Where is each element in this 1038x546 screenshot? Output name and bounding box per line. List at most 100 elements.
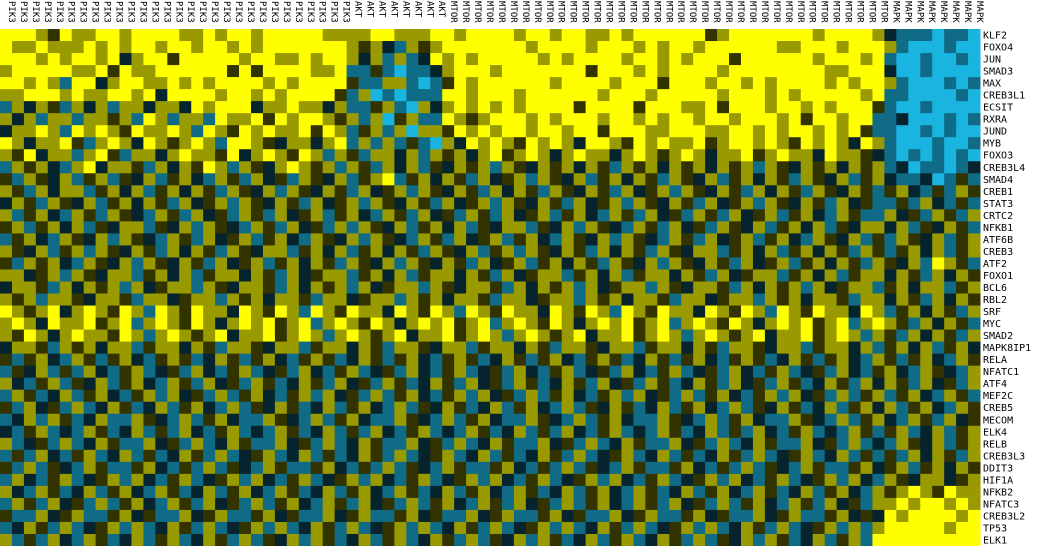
heatmap-cell: [274, 77, 288, 90]
heatmap-cell: [47, 509, 61, 523]
heatmap-cell: [740, 185, 754, 198]
column-label: MAPK: [974, 1, 984, 23]
heatmap-cell: [179, 149, 192, 162]
heatmap-cell: [585, 509, 599, 523]
heatmap-cell: [537, 209, 551, 222]
heatmap-cell: [681, 377, 694, 391]
heatmap-cell: [513, 533, 527, 546]
heatmap-cell: [262, 233, 276, 246]
heatmap-cell: [549, 245, 563, 258]
heatmap-cell: [334, 449, 348, 463]
heatmap-cell: [239, 221, 252, 234]
heatmap-cell: [286, 65, 300, 78]
heatmap-cell: [334, 521, 348, 535]
heatmap-cell: [908, 137, 921, 150]
heatmap-cell: [203, 353, 216, 367]
heatmap-cell: [466, 221, 479, 234]
column-label: MTOR: [807, 1, 817, 23]
heatmap-cell: [466, 425, 479, 439]
heatmap-cell: [788, 113, 802, 126]
heatmap-cell: [537, 497, 551, 511]
heatmap-cell: [812, 185, 826, 198]
heatmap-cell: [406, 29, 419, 42]
heatmap-cell: [944, 401, 957, 415]
heatmap-cell: [549, 437, 563, 451]
heatmap-cell: [872, 425, 885, 439]
heatmap-cell: [370, 509, 383, 523]
heatmap-cell: [956, 521, 969, 535]
heatmap-cell: [11, 413, 25, 427]
heatmap-cell: [203, 365, 216, 379]
heatmap-cell: [776, 485, 790, 499]
heatmap-cell: [0, 461, 13, 475]
heatmap-cell: [513, 89, 527, 102]
heatmap-cell: [597, 113, 611, 126]
column-label: MTOR: [615, 1, 625, 23]
heatmap-cell: [239, 77, 252, 90]
heatmap-cell: [944, 293, 957, 307]
heatmap-cell: [203, 245, 216, 258]
heatmap-cell: [35, 305, 49, 319]
heatmap-cell: [956, 197, 969, 210]
heatmap-cell: [227, 197, 240, 210]
heatmap-cell: [788, 41, 802, 54]
heatmap-cell: [107, 281, 121, 295]
heatmap-cell: [382, 365, 395, 379]
heatmap-cell: [358, 437, 371, 451]
heatmap-cell: [274, 425, 288, 439]
heatmap-cell: [609, 353, 622, 367]
heatmap-cell: [0, 245, 13, 258]
heatmap-cell: [490, 473, 503, 487]
heatmap-cell: [418, 77, 431, 90]
heatmap-cell: [215, 161, 228, 174]
heatmap-cell: [525, 221, 539, 234]
heatmap-cell: [597, 89, 611, 102]
heatmap-cell: [537, 29, 551, 42]
heatmap-cell: [621, 125, 634, 138]
row-label: NFATC3: [983, 499, 1019, 510]
heatmap-cell: [693, 41, 706, 54]
heatmap-cell: [167, 437, 180, 451]
heatmap-cell: [513, 293, 527, 307]
heatmap-cell: [729, 305, 742, 319]
heatmap-cell: [167, 413, 180, 427]
heatmap-cell: [896, 353, 909, 367]
heatmap-cell: [310, 269, 324, 282]
heatmap-cell: [872, 377, 885, 391]
heatmap-cell: [537, 401, 551, 415]
heatmap-cell: [621, 269, 634, 282]
heatmap-cell: [525, 293, 539, 307]
heatmap-cell: [23, 533, 37, 546]
heatmap-cell: [573, 77, 587, 90]
heatmap-cell: [609, 245, 622, 258]
heatmap-cell: [286, 149, 300, 162]
heatmap-cell: [788, 305, 802, 319]
heatmap-cell: [478, 113, 491, 126]
heatmap-cell: [621, 41, 634, 54]
heatmap-cell: [513, 461, 527, 475]
heatmap-cell: [107, 269, 121, 282]
heatmap-cell: [406, 209, 419, 222]
heatmap-cell: [848, 209, 861, 222]
heatmap-cell: [729, 461, 742, 475]
heatmap-cell: [788, 377, 802, 391]
heatmap-cell: [143, 29, 156, 42]
heatmap-cell: [800, 521, 814, 535]
heatmap-cell: [298, 221, 312, 234]
heatmap-cell: [286, 257, 300, 270]
heatmap-cell: [71, 173, 85, 186]
heatmap-cell: [286, 341, 300, 355]
heatmap-cell: [274, 377, 288, 391]
heatmap-cell: [920, 461, 933, 475]
row-label: CREB3L3: [983, 451, 1025, 462]
column-label: MAPK: [962, 1, 972, 23]
heatmap-cell: [490, 257, 503, 270]
heatmap-cell: [681, 245, 694, 258]
heatmap-cell: [454, 77, 467, 90]
heatmap-cell: [286, 485, 300, 499]
heatmap-cell: [298, 437, 312, 451]
heatmap-cell: [227, 437, 240, 451]
heatmap-cell: [561, 485, 575, 499]
heatmap-cell: [597, 161, 611, 174]
heatmap-cell: [143, 437, 156, 451]
